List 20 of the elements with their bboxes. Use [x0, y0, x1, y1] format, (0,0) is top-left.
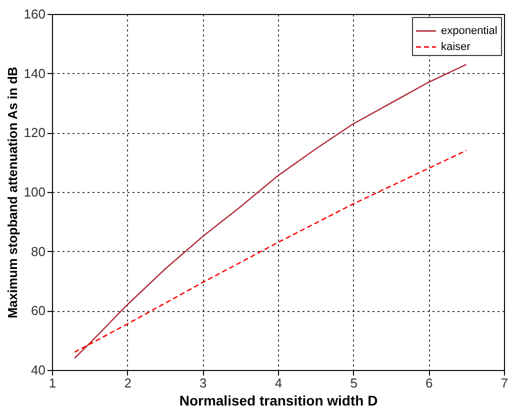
x-axis-title: Normalised transition width D — [179, 392, 378, 408]
x-tick-label: 1 — [48, 376, 56, 390]
x-tick-label: 6 — [426, 376, 433, 390]
x-tick-label: 3 — [200, 376, 207, 390]
y-tick-label: 120 — [24, 125, 46, 140]
x-tick-label: 4 — [274, 376, 282, 390]
x-tick-label: 2 — [124, 376, 132, 390]
y-tick-label: 40 — [31, 362, 46, 378]
line-series — [74, 150, 467, 353]
legend-label: exponential — [441, 25, 498, 37]
y-axis-title: Maximum stopband attenuation As in dB — [4, 66, 20, 318]
x-tick-label: 5 — [350, 376, 358, 390]
x-tick-label: 7 — [500, 376, 508, 390]
y-tick-label: 140 — [24, 66, 46, 81]
y-tick-label: 100 — [24, 184, 46, 200]
y-tick-label: 80 — [31, 244, 46, 259]
legend-label: kaiser — [441, 41, 471, 53]
line-series — [74, 64, 467, 359]
y-tick-label: 60 — [31, 303, 46, 318]
y-tick-label: 160 — [24, 6, 46, 22]
